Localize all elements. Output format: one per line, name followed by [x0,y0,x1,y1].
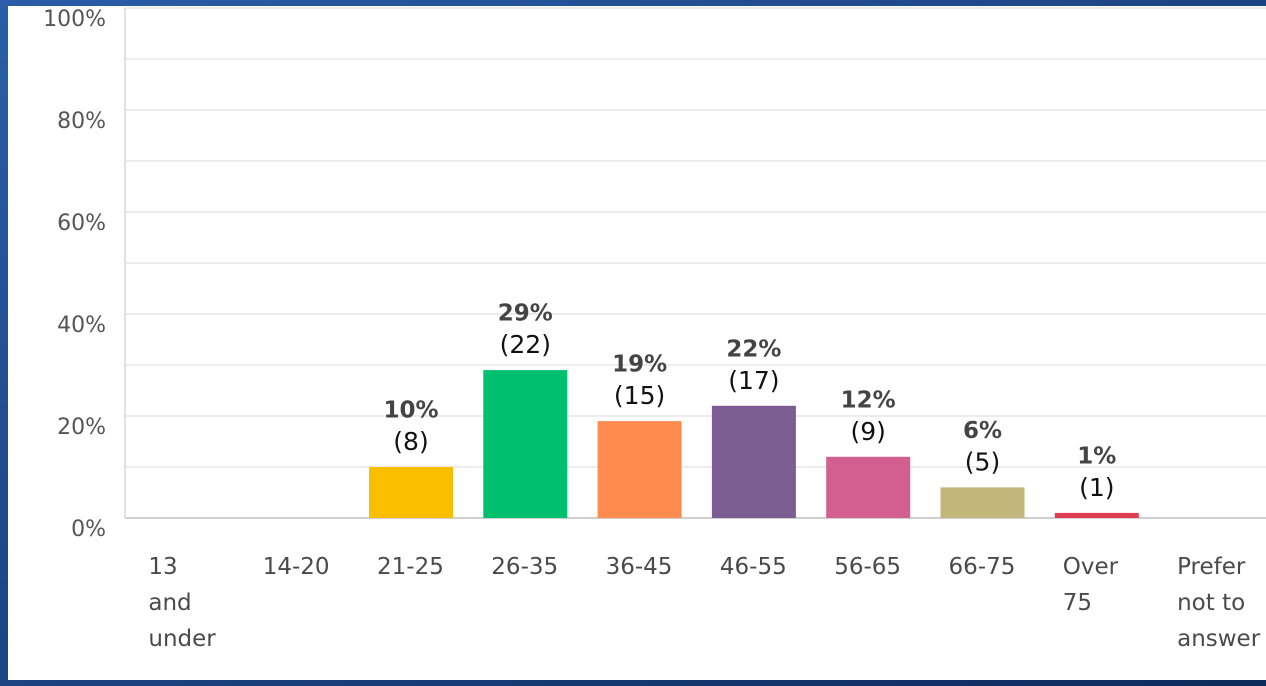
bar [483,370,568,518]
y-tick-label: 20% [57,415,106,440]
count-label: (8) [393,427,428,456]
x-tick-label: 56-65 [834,554,902,580]
plot-background [8,6,1266,680]
x-tick-label: 26-35 [491,554,559,580]
y-tick-label: 80% [57,109,106,134]
bar [711,405,796,518]
y-tick-label: 100% [43,7,106,32]
x-tick-label: 14-20 [262,554,330,580]
value-label: 12% [841,387,896,413]
y-tick-label: 40% [57,313,106,338]
value-label: 10% [383,398,438,424]
value-label: 6% [963,418,1002,444]
bar [1054,512,1139,518]
bar [826,456,911,518]
x-tick-label: 36-45 [605,554,673,580]
x-tick-label: Prefer not to answer [1177,554,1261,652]
count-label: (9) [850,417,885,446]
value-label: 22% [726,336,781,362]
count-label: (1) [1079,473,1114,502]
x-tick-label: 46-55 [719,554,787,580]
x-tick-label: 66-75 [948,554,1016,580]
bar [369,467,453,518]
count-label: (15) [614,381,665,410]
bar [597,421,682,518]
count-label: (5) [965,447,1000,476]
y-tick-label: 60% [57,211,106,236]
bar [940,487,1025,518]
y-tick-label: 0% [71,517,106,542]
value-label: 19% [612,352,667,378]
x-tick-label: 21-25 [377,554,444,580]
value-label: 1% [1077,443,1116,469]
count-label: (22) [500,330,551,359]
x-tick-label: 13 and under [148,554,216,652]
value-label: 29% [498,301,553,327]
count-label: (17) [728,366,779,395]
x-tick-label: Over 75 [1062,554,1119,616]
